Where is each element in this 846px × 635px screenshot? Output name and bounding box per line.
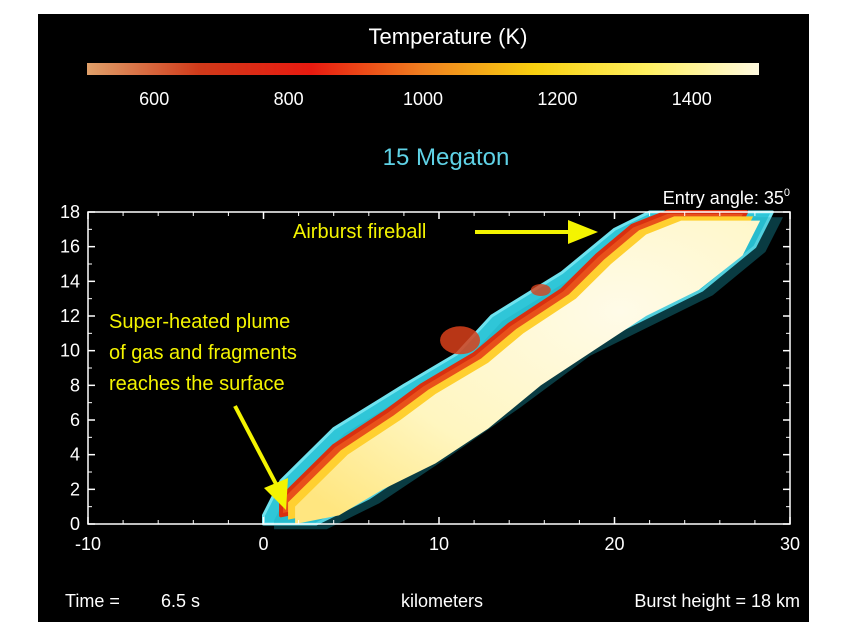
plume-red-region [530, 284, 551, 296]
fireball-annotation: Airburst fireball [293, 221, 426, 243]
entry-angle-label: Entry angle: 350 [663, 187, 790, 208]
plume-simulation-figure: Temperature (K) 600 800 1000 1200 1400 15 Me… [60, 24, 800, 611]
x-axis-label: kilometers [401, 591, 483, 611]
y-tick-label: 14 [60, 271, 80, 291]
x-tick-label: 20 [604, 534, 624, 554]
plume-arrow-head [264, 478, 288, 510]
figure-frame: Temperature (K) 600 800 1000 1200 1400 15 Me… [38, 14, 809, 622]
colorbar-tick-label: 800 [274, 89, 304, 109]
x-tick-label: -10 [75, 534, 101, 554]
colorbar-tick-label: 1200 [537, 89, 577, 109]
plume-annotation-line1: Super-heated plume [109, 311, 290, 333]
y-tick-label: 12 [60, 306, 80, 326]
time-value: 6.5 s [161, 591, 200, 611]
y-tick-label: 16 [60, 237, 80, 257]
y-tick-label: 0 [70, 514, 80, 534]
colorbar-tick-label: 600 [139, 89, 169, 109]
colorbar [87, 63, 759, 75]
time-label: Time = [65, 591, 120, 611]
y-tick-label: 2 [70, 479, 80, 499]
hot-plume-core [295, 220, 761, 524]
plume-red-region [440, 326, 481, 355]
y-tick-label: 18 [60, 202, 80, 222]
chart-title: 15 Megaton [383, 144, 510, 171]
burst-height-label: Burst height = 18 km [634, 591, 800, 611]
y-tick-label: 6 [70, 410, 80, 430]
plume-arrow-shaft [233, 405, 278, 485]
entry-angle-degree: 0 [784, 187, 790, 199]
x-tick-label: 0 [258, 534, 268, 554]
colorbar-tick-label: 1400 [672, 89, 712, 109]
colorbar-tick-label: 1000 [403, 89, 443, 109]
x-tick-label: 30 [780, 534, 800, 554]
x-tick-label: 10 [429, 534, 449, 554]
y-tick-label: 10 [60, 341, 80, 361]
plume-annotation-line2: of gas and fragments [109, 342, 297, 364]
colorbar-title: Temperature (K) [369, 24, 528, 49]
fireball-arrow-head [568, 220, 598, 244]
y-tick-label: 4 [70, 445, 80, 465]
plume-annotation-line3: reaches the surface [109, 373, 285, 395]
y-tick-label: 8 [70, 375, 80, 395]
